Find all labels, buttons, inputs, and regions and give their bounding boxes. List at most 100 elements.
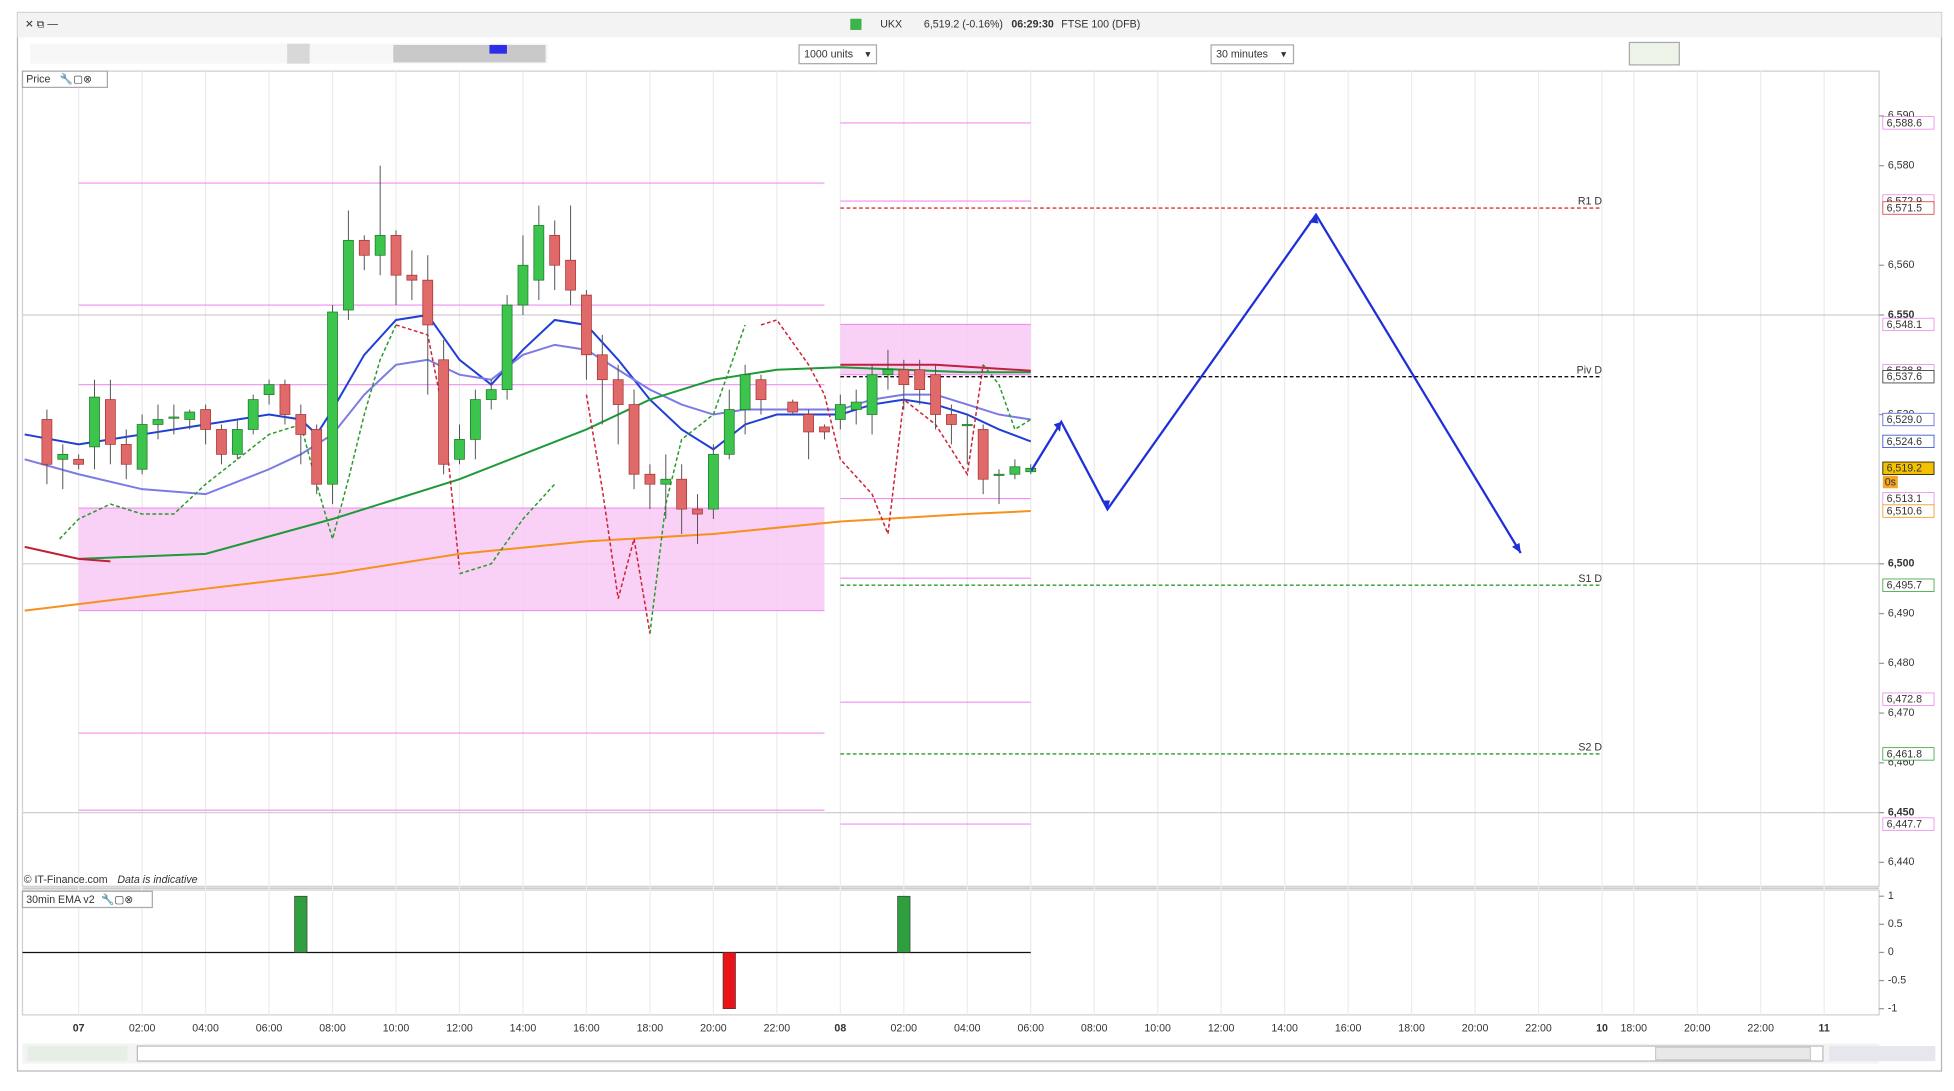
- candle-body: [358, 239, 370, 256]
- price-tag: [1882, 817, 1935, 831]
- price-tag-label: 6,524.6: [1887, 436, 1923, 448]
- x-tick-label: 08:00: [319, 1022, 346, 1034]
- pivot-label: S2 D: [1578, 741, 1602, 753]
- candle-body: [628, 404, 640, 475]
- color-palette[interactable]: [393, 44, 546, 63]
- signal-bar: [722, 952, 736, 1009]
- candle-body: [152, 419, 164, 425]
- dropdown-arrow: ▾: [1281, 49, 1287, 61]
- candle-body: [41, 419, 53, 465]
- candle-body: [787, 401, 799, 413]
- price-tag-label: 6,510.6: [1887, 505, 1923, 517]
- y-tick-label: 0: [1888, 946, 1894, 958]
- price-title: Price: [26, 74, 50, 86]
- title-bar: [17, 12, 1942, 38]
- scroll-thumb[interactable]: [1654, 1046, 1812, 1061]
- bottom-tools[interactable]: [27, 1046, 128, 1062]
- candle-body: [311, 429, 323, 485]
- header-icons[interactable]: 🔧▢⊗: [60, 73, 92, 86]
- y-tick-label: -0.5: [1888, 974, 1906, 986]
- candle-body: [755, 379, 767, 400]
- candle-body: [390, 234, 402, 276]
- color-swatch[interactable]: [489, 44, 507, 54]
- candle-body: [343, 239, 354, 311]
- y-tick-label: 6,550: [1888, 309, 1915, 321]
- scrollbar[interactable]: [136, 1045, 1824, 1062]
- candle-body: [676, 478, 688, 510]
- quote: 6,519.2 (-0.16%): [924, 19, 1003, 31]
- price-panel: [21, 70, 1880, 887]
- symbol: UKX: [880, 19, 902, 31]
- x-tick-label: 22:00: [1525, 1022, 1552, 1034]
- price-tag: [1882, 434, 1935, 449]
- tool-selected[interactable]: [287, 43, 310, 64]
- disclaimer: Data is indicative: [117, 874, 197, 886]
- signal-bar: [897, 895, 911, 953]
- x-tick-label: 22:00: [1747, 1022, 1774, 1034]
- candle-body: [168, 416, 180, 419]
- timer-label: 0s: [1885, 476, 1896, 488]
- candle-body: [533, 225, 545, 281]
- candle-body: [961, 424, 973, 427]
- candle-body: [866, 374, 878, 415]
- instrument: FTSE 100 (DFB): [1061, 19, 1140, 31]
- candle-body: [295, 414, 307, 435]
- price-tag: [1882, 578, 1935, 592]
- candle-body: [184, 411, 196, 420]
- candle-body: [89, 396, 100, 448]
- candle-body: [422, 279, 434, 326]
- indicator-title: 30min EMA v2: [26, 894, 95, 906]
- candle-body: [279, 384, 291, 415]
- y-tick-label: 6,580: [1888, 160, 1915, 172]
- window-controls[interactable]: ✕ ⧉ —: [25, 19, 58, 31]
- y-tick-label: 6,500: [1888, 558, 1915, 570]
- chart-type-button[interactable]: [1628, 41, 1680, 66]
- y-tick-label: 6,440: [1888, 856, 1915, 868]
- x-tick-label: 12:00: [446, 1022, 473, 1034]
- interval-dropdown[interactable]: [1210, 44, 1295, 65]
- x-tick-label: 11: [1819, 1022, 1830, 1034]
- candle-body: [517, 264, 529, 306]
- y-tick-label: 6,560: [1888, 259, 1915, 271]
- candle-body: [485, 389, 497, 400]
- candle-body: [501, 304, 513, 391]
- candle-body: [850, 401, 862, 410]
- x-tick-label: 22:00: [764, 1022, 791, 1034]
- x-tick-label: 10:00: [1144, 1022, 1171, 1034]
- symbol-icon: [850, 18, 862, 30]
- price-tag-label: 6,519.2: [1887, 463, 1923, 475]
- x-tick-label: 08:00: [1081, 1022, 1108, 1034]
- candle-body: [57, 453, 69, 460]
- candle-body: [327, 311, 338, 485]
- x-tick-label: 20:00: [1684, 1022, 1711, 1034]
- candle-body: [406, 274, 418, 281]
- panel-headers: Price 🔧▢⊗ 30min EMA v2 🔧▢⊗ © IT-Finance.…: [21, 70, 198, 909]
- x-tick-label: 08: [834, 1022, 846, 1034]
- x-tick-label: 10: [1596, 1022, 1608, 1034]
- candle-body: [581, 294, 592, 356]
- x-tick-label: 04:00: [192, 1022, 219, 1034]
- price-tag: [1882, 692, 1935, 706]
- units-dropdown[interactable]: [798, 44, 878, 65]
- x-tick-label: 14:00: [1271, 1022, 1298, 1034]
- candle-body: [612, 379, 624, 405]
- x-tick-label: 06:00: [1017, 1022, 1044, 1034]
- price-tag-label: 6,495.7: [1887, 580, 1923, 592]
- clock: 06:29:30: [1011, 19, 1054, 31]
- zoom-tools[interactable]: [1829, 1046, 1936, 1062]
- candle-body: [120, 444, 132, 465]
- y-tick-label: 6,590: [1888, 110, 1915, 122]
- candle-body: [438, 359, 449, 465]
- x-tick-label: 10:00: [383, 1022, 410, 1034]
- price-tag: [1882, 747, 1935, 761]
- price-tag-label: 6,537.6: [1887, 371, 1923, 383]
- header-icons[interactable]: 🔧▢⊗: [101, 893, 133, 906]
- candle-body: [819, 426, 830, 433]
- y-tick-label: 6,470: [1888, 707, 1915, 719]
- candle-body: [454, 439, 465, 460]
- price-tag-label: 6,461.8: [1887, 748, 1923, 760]
- candle-body: [930, 374, 941, 415]
- price-tag: [1882, 317, 1935, 332]
